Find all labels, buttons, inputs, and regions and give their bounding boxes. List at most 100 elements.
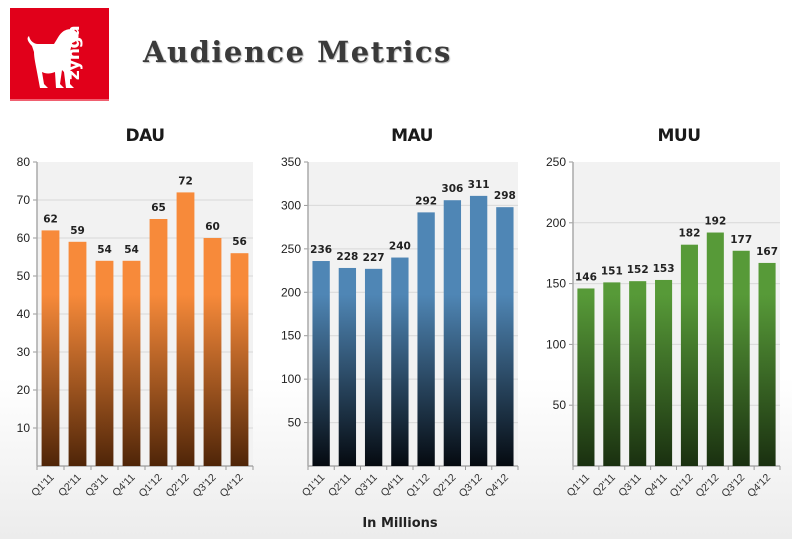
y-tick-label: 100 bbox=[281, 372, 301, 386]
data-label: 72 bbox=[178, 175, 193, 187]
data-label: 152 bbox=[627, 264, 649, 276]
data-label: 306 bbox=[441, 183, 463, 195]
data-label: 228 bbox=[336, 251, 358, 263]
y-tick-label: 100 bbox=[546, 337, 566, 351]
x-tick-label: Q1'12 bbox=[404, 472, 432, 500]
bar-Q2'12 bbox=[176, 192, 195, 466]
bar-Q4'12 bbox=[230, 253, 249, 466]
data-label: 60 bbox=[205, 221, 220, 233]
x-tick-label: Q3'11 bbox=[616, 472, 644, 500]
x-tick-label: Q1'11 bbox=[29, 472, 57, 500]
x-tick-label: Q2'12 bbox=[693, 472, 721, 500]
chart-dau: 10 20 30 40 50 60 70 80 62 Q1'11 59 Q2'11 54 Q3'11 54 Q… bbox=[17, 155, 254, 500]
x-tick-label: Q2'11 bbox=[590, 472, 618, 500]
bar-Q2'11 bbox=[338, 267, 357, 466]
bar-Q3'11 bbox=[95, 260, 114, 466]
x-tick-label: Q1'12 bbox=[137, 472, 165, 500]
data-label: 227 bbox=[363, 252, 385, 264]
y-tick-label: 350 bbox=[281, 155, 301, 169]
page-title: Audience Metrics bbox=[143, 35, 452, 69]
bar-Q4'11 bbox=[655, 279, 673, 466]
data-label: 59 bbox=[70, 225, 85, 237]
x-tick-label: Q4'12 bbox=[483, 472, 511, 500]
x-tick-label: Q4'11 bbox=[642, 472, 670, 500]
bar-Q2'12 bbox=[443, 200, 462, 466]
x-tick-label: Q3'12 bbox=[457, 472, 485, 500]
y-tick-label: 300 bbox=[281, 198, 301, 212]
bar-Q3'11 bbox=[629, 281, 647, 466]
y-tick-label: 150 bbox=[281, 329, 301, 343]
bar-Q1'11 bbox=[577, 288, 595, 466]
bar-Q3'12 bbox=[732, 250, 750, 466]
y-tick-label: 80 bbox=[17, 155, 31, 169]
data-label: 146 bbox=[575, 271, 597, 283]
bar-Q1'11 bbox=[312, 261, 330, 466]
data-label: 292 bbox=[415, 195, 437, 207]
y-tick-label: 60 bbox=[17, 231, 31, 245]
bar-Q3'11 bbox=[364, 268, 383, 466]
data-label: 192 bbox=[704, 216, 726, 228]
bar-Q3'12 bbox=[469, 195, 488, 467]
bar-Q4'11 bbox=[122, 260, 141, 466]
x-tick-label: Q1'12 bbox=[667, 472, 695, 500]
data-label: 151 bbox=[601, 265, 623, 277]
bar-Q4'12 bbox=[758, 262, 776, 466]
y-tick-label: 50 bbox=[17, 269, 31, 283]
y-tick-label: 200 bbox=[281, 285, 301, 299]
x-tick-label: Q4'12 bbox=[745, 472, 773, 500]
y-tick-label: 250 bbox=[546, 155, 566, 169]
y-tick-label: 70 bbox=[17, 193, 31, 207]
unit-label: In Millions bbox=[362, 516, 438, 531]
y-tick-label: 50 bbox=[288, 416, 302, 430]
x-tick-label: Q4'12 bbox=[218, 472, 246, 500]
bar-Q1'12 bbox=[680, 244, 698, 466]
bar-Q2'11 bbox=[68, 241, 87, 466]
bar-Q1'12 bbox=[417, 212, 435, 466]
x-tick-label: Q4'11 bbox=[110, 472, 138, 500]
zynga-logo: zynga bbox=[10, 8, 109, 101]
x-tick-label: Q2'11 bbox=[56, 472, 84, 500]
x-tick-label: Q2'11 bbox=[326, 472, 354, 500]
y-tick-label: 20 bbox=[17, 383, 31, 397]
data-label: 182 bbox=[678, 228, 700, 240]
data-label: 298 bbox=[494, 190, 516, 202]
y-tick-label: 150 bbox=[546, 277, 566, 291]
data-label: 54 bbox=[97, 244, 112, 256]
zynga-dog-logo-icon bbox=[27, 29, 79, 88]
chart-muu: 50 100 150 200 250 146 Q1'11 151 Q2'11 152 Q3'11 15… bbox=[546, 155, 781, 500]
x-tick-label: Q2'12 bbox=[164, 472, 192, 500]
bar-Q1'12 bbox=[149, 219, 168, 466]
data-label: 65 bbox=[151, 202, 166, 214]
chart-title-dau: DAU bbox=[125, 126, 165, 146]
data-label: 177 bbox=[730, 234, 752, 246]
data-label: 56 bbox=[232, 236, 247, 248]
bar-Q4'11 bbox=[391, 257, 409, 466]
y-tick-label: 30 bbox=[17, 345, 31, 359]
data-label: 54 bbox=[124, 244, 139, 256]
x-tick-label: Q3'12 bbox=[191, 472, 219, 500]
y-tick-label: 40 bbox=[17, 307, 31, 321]
chart-title-muu: MUU bbox=[657, 126, 701, 146]
bar-Q2'11 bbox=[603, 282, 621, 466]
data-label: 236 bbox=[310, 244, 332, 256]
data-label: 240 bbox=[389, 241, 411, 253]
x-tick-label: Q3'12 bbox=[719, 472, 747, 500]
x-tick-label: Q4'11 bbox=[378, 472, 406, 500]
data-label: 153 bbox=[653, 263, 675, 275]
x-tick-label: Q3'11 bbox=[352, 472, 380, 500]
data-label: 311 bbox=[468, 179, 490, 191]
y-tick-label: 50 bbox=[553, 398, 567, 412]
bar-Q2'12 bbox=[706, 232, 724, 466]
chart-mau: 50 100 150 200 250 300 350 236 Q1'11 228 Q2'11 227 Q… bbox=[281, 155, 519, 500]
x-tick-label: Q3'11 bbox=[83, 472, 111, 500]
y-tick-label: 200 bbox=[546, 216, 566, 230]
bar-Q4'12 bbox=[496, 207, 514, 466]
y-tick-label: 250 bbox=[281, 242, 301, 256]
data-label: 62 bbox=[43, 213, 58, 225]
x-tick-label: Q1'11 bbox=[565, 472, 593, 500]
y-tick-label: 10 bbox=[17, 421, 31, 435]
x-tick-label: Q1'11 bbox=[300, 472, 328, 500]
chart-title-mau: MAU bbox=[391, 126, 433, 146]
x-tick-label: Q2'12 bbox=[430, 472, 458, 500]
